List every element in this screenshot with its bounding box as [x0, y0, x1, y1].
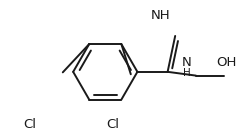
Text: Cl: Cl: [106, 118, 119, 131]
Text: NH: NH: [150, 9, 170, 22]
Text: OH: OH: [217, 56, 237, 69]
Text: H: H: [183, 68, 190, 78]
Text: Cl: Cl: [23, 118, 36, 131]
Text: N: N: [182, 56, 191, 69]
